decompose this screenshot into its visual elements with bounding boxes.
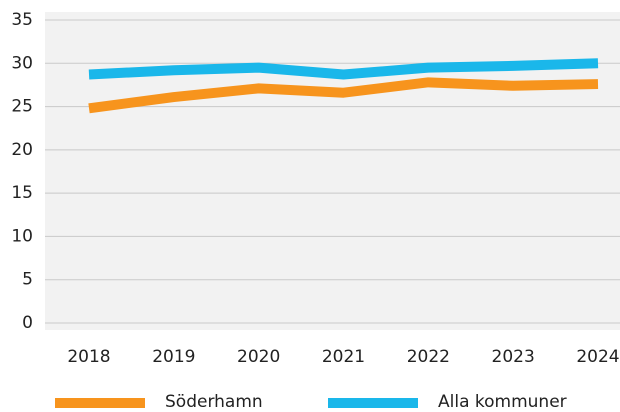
y-tick-label: 20 — [11, 140, 33, 160]
x-tick-label: 2022 — [407, 347, 450, 367]
x-tick-label: 2023 — [492, 347, 535, 367]
legend-label: Söderhamn — [165, 392, 263, 412]
x-tick-label: 2019 — [152, 347, 195, 367]
y-tick-label: 25 — [11, 97, 33, 117]
y-tick-label: 10 — [11, 226, 33, 246]
y-tick-label: 30 — [11, 53, 33, 73]
x-tick-label: 2020 — [237, 347, 280, 367]
y-tick-label: 35 — [11, 10, 33, 30]
x-tick-label: 2024 — [576, 347, 619, 367]
y-tick-label: 15 — [11, 183, 33, 203]
x-tick-label: 2018 — [67, 347, 110, 367]
plot-background — [45, 12, 620, 330]
y-tick-label: 0 — [22, 313, 33, 333]
legend-label: Alla kommuner — [438, 392, 567, 412]
y-tick-label: 5 — [22, 270, 33, 290]
x-tick-label: 2021 — [322, 347, 365, 367]
series-line — [88, 58, 599, 80]
series-line — [88, 77, 599, 114]
